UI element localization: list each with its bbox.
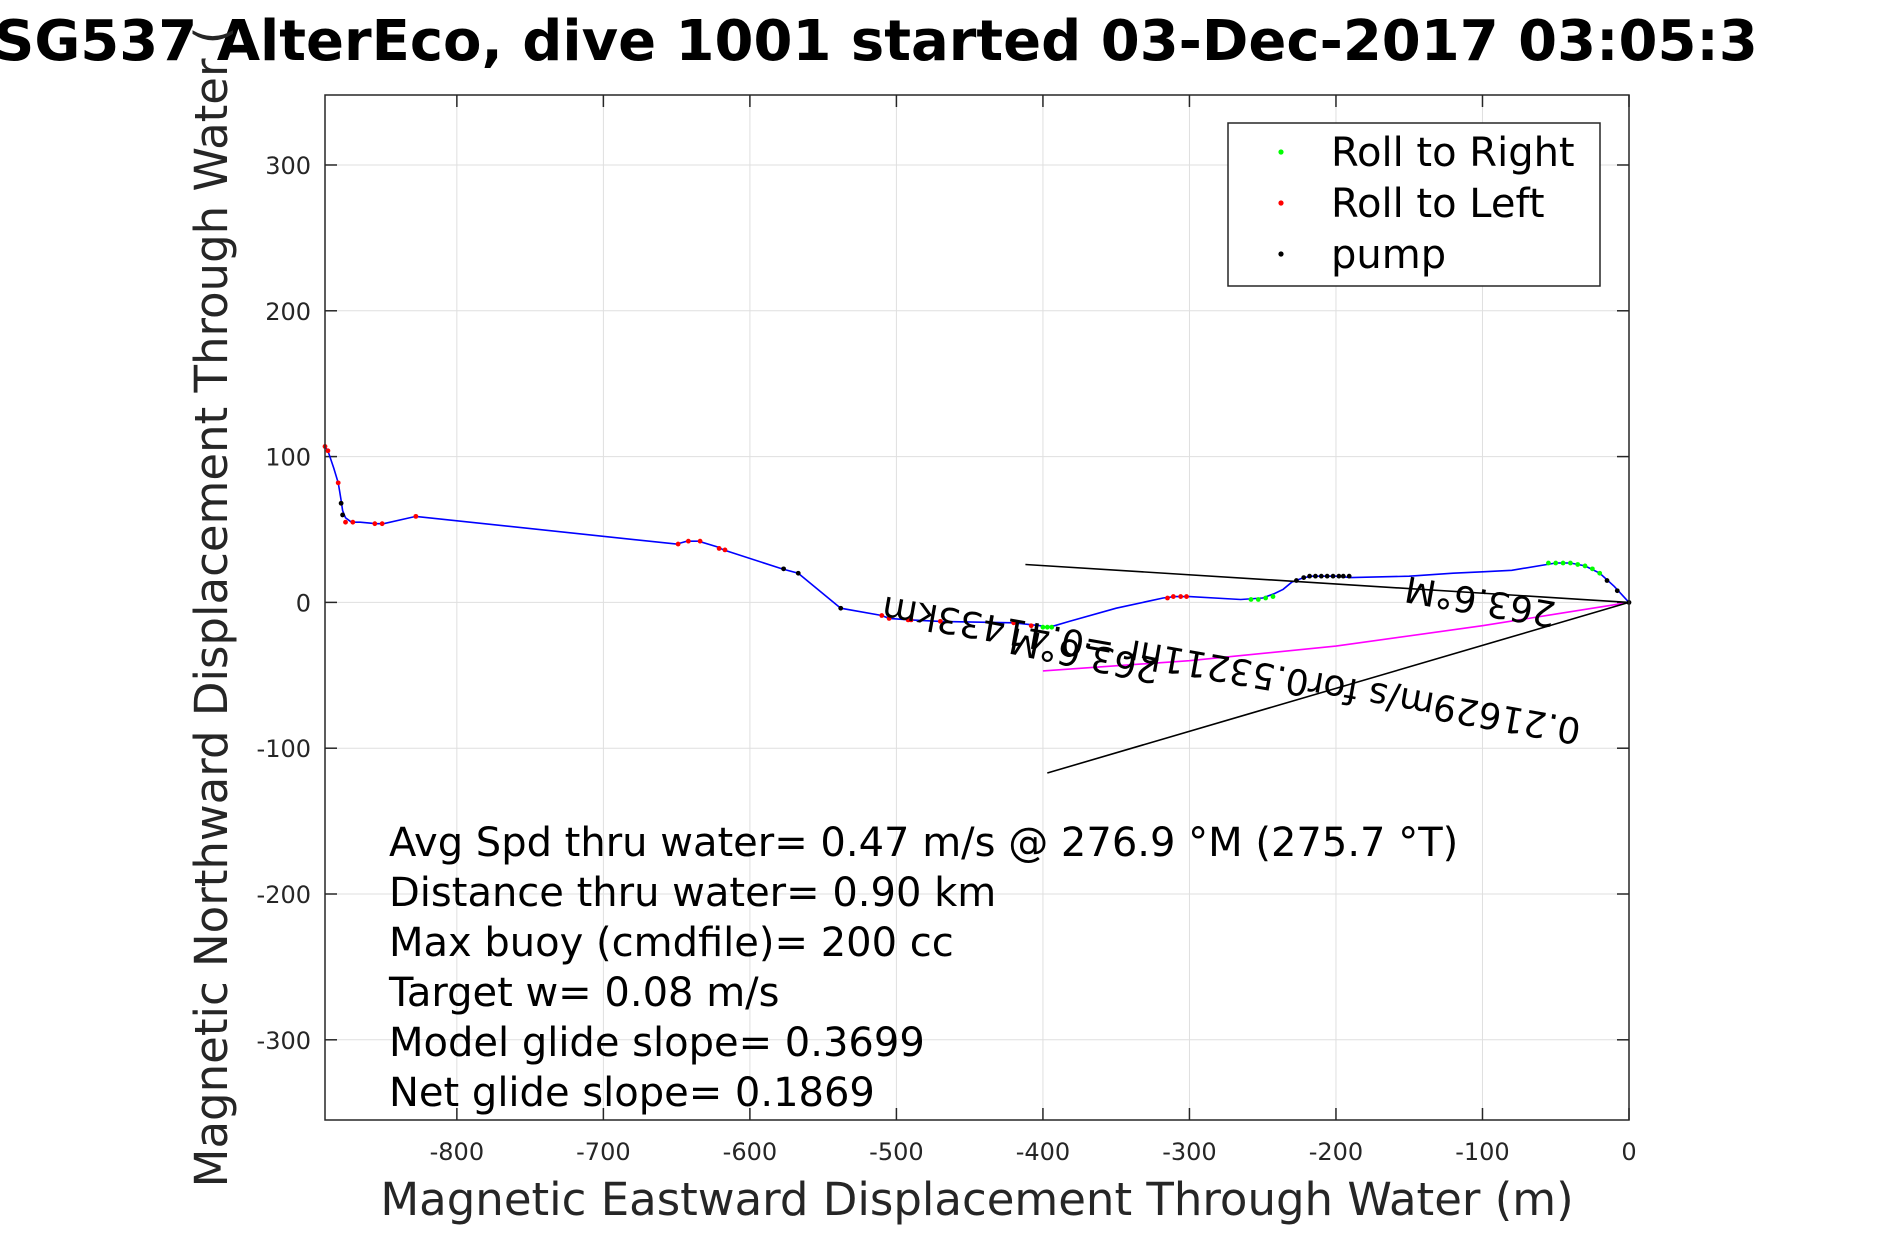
y-tick-label: -100	[257, 735, 311, 763]
plot-frame	[324, 94, 1630, 1121]
roll-right-marker	[1263, 595, 1269, 601]
x-axis-ticks: -800 -700 -600 -500 -400 -300 -200 -100 0	[430, 95, 1637, 1166]
pump-marker	[1307, 573, 1312, 579]
roll-right-marker	[1560, 560, 1566, 566]
roll-left-marker	[1184, 594, 1189, 599]
roll-right-marker	[1044, 624, 1050, 630]
roll-left-marker	[1011, 620, 1017, 626]
stat-line: Net glide slope= 0.1869	[389, 1070, 875, 1116]
pump-marker	[1336, 573, 1342, 579]
y-tick-label: -300	[257, 1027, 311, 1055]
pump-marker	[340, 512, 345, 518]
legend-pump-label: pump	[1331, 232, 1446, 278]
pump-marker	[1604, 578, 1610, 583]
roll-right-marker	[1553, 560, 1559, 566]
pump-marker	[1346, 573, 1352, 579]
pump-marker	[338, 500, 344, 506]
chart-title: SG537 AlterEco, dive 1001 started 03-Dec…	[0, 9, 1758, 74]
roll-right-marker	[1575, 562, 1581, 567]
pump-marker	[1318, 573, 1324, 579]
pump-marker	[1294, 578, 1299, 583]
series-line	[1042, 601, 1630, 672]
y-axis-ticks: -300 -200 -100 0 100 200 300	[257, 152, 1629, 1055]
x-tick-label: -300	[1162, 1138, 1216, 1166]
legend-roll-left-label: Roll to Left	[1331, 181, 1545, 227]
roll-left-marker	[937, 618, 943, 624]
stat-line: Distance thru water= 0.90 km	[389, 870, 996, 916]
x-tick-label: -700	[576, 1138, 630, 1166]
roll-left-marker	[675, 541, 681, 547]
roll-right-marker	[1049, 624, 1055, 630]
pump-marker	[781, 566, 786, 572]
y-tick-label: -200	[257, 881, 311, 909]
legend-box	[1227, 122, 1601, 287]
x-tick-label: -800	[430, 1138, 484, 1166]
roll-left-marker	[1178, 594, 1184, 599]
pump-marker	[1340, 573, 1346, 579]
roll-left-marker	[325, 448, 331, 454]
pump-marker	[838, 605, 844, 611]
stat-line: Avg Spd thru water= 0.47 m/s @ 276.9 °M …	[389, 820, 1458, 866]
roll-right-marker	[1255, 597, 1261, 602]
roll-left-marker	[372, 521, 378, 527]
pump-marker	[1313, 573, 1318, 579]
roll-left-marker	[1170, 594, 1176, 599]
y-axis-label: Magnetic Northward Displacement Through …	[185, 27, 238, 1188]
roll-left-marker	[413, 513, 419, 519]
roll-left-marker	[685, 538, 691, 544]
x-axis-label: Magnetic Eastward Displacement Through W…	[380, 1173, 1573, 1226]
stat-line: Model glide slope= 0.3699	[389, 1020, 925, 1066]
roll-left-marker	[335, 480, 341, 486]
roll-right-marker	[1546, 560, 1551, 566]
series-markers	[322, 443, 1632, 630]
roll-left-marker	[886, 616, 892, 621]
roll-left-marker	[350, 519, 356, 525]
x-tick-label: -100	[1455, 1138, 1509, 1166]
pump-marker	[1301, 575, 1307, 581]
roll-left-marker	[697, 538, 703, 544]
pump-marker	[1324, 573, 1330, 579]
roll-left-marker	[908, 617, 914, 623]
x-tick-label: 0	[1621, 1138, 1636, 1166]
legend-pump-marker	[1278, 251, 1284, 257]
roll-right-marker	[1270, 594, 1276, 599]
roll-right-marker	[1248, 597, 1254, 602]
x-tick-label: -500	[869, 1138, 923, 1166]
stat-line: Target w= 0.08 m/s	[388, 970, 779, 1016]
roll-left-marker	[379, 521, 385, 527]
roll-right-marker	[1582, 563, 1588, 569]
roll-left-marker	[722, 547, 728, 553]
dive-stats: Avg Spd thru water= 0.47 m/s @ 276.9 °M …	[388, 820, 1458, 1116]
roll-right-marker	[1567, 560, 1573, 566]
pump-marker	[1614, 588, 1620, 594]
legend-roll-right-label: Roll to Right	[1331, 130, 1575, 176]
pump-marker	[795, 570, 801, 576]
pump-marker	[1330, 573, 1336, 579]
roll-right-marker	[1040, 624, 1046, 630]
roll-left-marker	[879, 613, 885, 618]
roll-right-marker	[1589, 566, 1595, 572]
x-tick-label: -200	[1309, 1138, 1363, 1166]
legend-roll-left-marker	[1278, 200, 1284, 206]
y-tick-label: 100	[265, 444, 311, 472]
y-tick-label: 200	[265, 298, 311, 326]
stat-line: Max buoy (cmdfile)= 200 cc	[389, 920, 954, 966]
roll-left-marker	[1165, 595, 1170, 601]
y-tick-label: 300	[265, 152, 311, 180]
legend-roll-right-marker	[1278, 149, 1284, 155]
legend: Roll to Right Roll to Left pump	[1227, 122, 1601, 287]
roll-right-marker	[1597, 570, 1603, 576]
x-tick-label: -600	[723, 1138, 777, 1166]
y-tick-label: 0	[296, 589, 311, 617]
roll-left-marker	[1028, 623, 1034, 629]
x-tick-label: -400	[1016, 1138, 1070, 1166]
roll-left-marker	[343, 519, 348, 525]
series-line	[324, 445, 1630, 629]
roll-left-marker	[716, 546, 722, 551]
